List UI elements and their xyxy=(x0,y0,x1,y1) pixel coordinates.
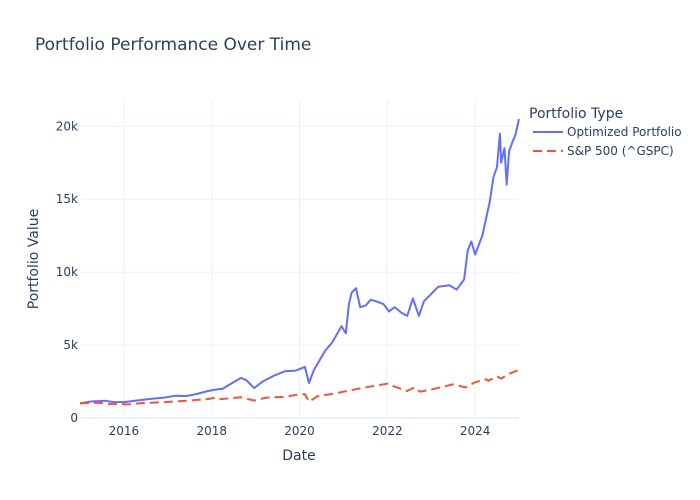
grid-lines xyxy=(80,100,519,419)
y-tick-label: 10k xyxy=(56,265,78,279)
y-tick-label: 5k xyxy=(63,338,78,352)
series-line-sp500 xyxy=(79,368,520,406)
x-axis-title: Date xyxy=(282,448,315,464)
x-tick-label: 2016 xyxy=(109,424,140,438)
y-axis-title: Portfolio Value xyxy=(26,209,42,310)
legend-title: Portfolio Type xyxy=(529,106,623,122)
x-tick-label: 2018 xyxy=(196,424,227,438)
chart-title: Portfolio Performance Over Time xyxy=(35,35,311,55)
y-axis-ticks: 0 5k 10k 15k 20k xyxy=(56,119,78,425)
x-tick-label: 2022 xyxy=(372,424,403,438)
series-line-optimized-portfolio xyxy=(79,118,520,405)
y-tick-label: 20k xyxy=(56,119,78,133)
legend-item-label: S&P 500 (^GSPC) xyxy=(567,144,674,158)
legend: Portfolio Type Optimized Portfolio S&P 50… xyxy=(529,106,682,158)
x-tick-label: 2020 xyxy=(284,424,315,438)
y-tick-label: 15k xyxy=(56,192,78,206)
x-tick-label: 2024 xyxy=(460,424,491,438)
series-lines xyxy=(79,118,520,406)
legend-item-label: Optimized Portfolio xyxy=(567,125,682,139)
x-axis-ticks: 2016 2018 2020 2022 2024 xyxy=(109,424,491,438)
y-tick-label: 0 xyxy=(70,411,78,425)
